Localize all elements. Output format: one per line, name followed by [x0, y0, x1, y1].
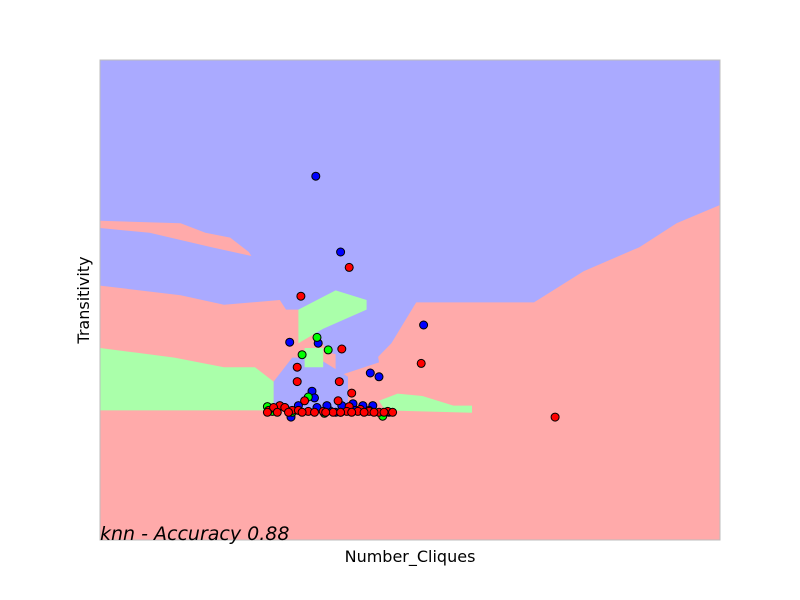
accuracy-annotation: knn - Accuracy 0.88: [100, 523, 289, 545]
point-red-38: [389, 408, 397, 416]
point-red-4: [293, 363, 301, 371]
point-blue-0: [312, 172, 320, 180]
point-red-3: [417, 359, 425, 367]
point-red-21: [329, 408, 337, 416]
point-red-27: [263, 408, 271, 416]
point-red-30: [298, 408, 306, 416]
point-red-6: [293, 378, 301, 386]
point-red-29: [285, 408, 293, 416]
point-red-33: [337, 408, 345, 416]
y-axis-label: Transitivity: [74, 256, 93, 344]
point-red-2: [338, 345, 346, 353]
point-red-37: [380, 408, 388, 416]
point-red-35: [360, 408, 368, 416]
decision-regions: [100, 60, 720, 540]
point-green-0: [313, 333, 321, 341]
point-red-39: [551, 413, 559, 421]
x-axis-label: Number_Cliques: [345, 547, 476, 567]
point-blue-5: [366, 369, 374, 377]
point-red-34: [348, 408, 356, 416]
point-red-31: [311, 408, 319, 416]
point-green-2: [298, 351, 306, 359]
point-red-8: [334, 397, 342, 405]
point-green-1: [324, 346, 332, 354]
region-green-7: [305, 348, 324, 367]
point-red-7: [348, 389, 356, 397]
point-red-32: [322, 408, 330, 416]
point-red-1: [297, 292, 305, 300]
point-blue-2: [420, 321, 428, 329]
point-red-0: [345, 263, 353, 271]
point-blue-6: [375, 373, 383, 381]
point-blue-1: [337, 248, 345, 256]
point-red-9: [301, 397, 309, 405]
point-blue-3: [286, 338, 294, 346]
point-red-28: [273, 408, 281, 416]
point-red-36: [370, 408, 378, 416]
point-red-5: [335, 378, 343, 386]
